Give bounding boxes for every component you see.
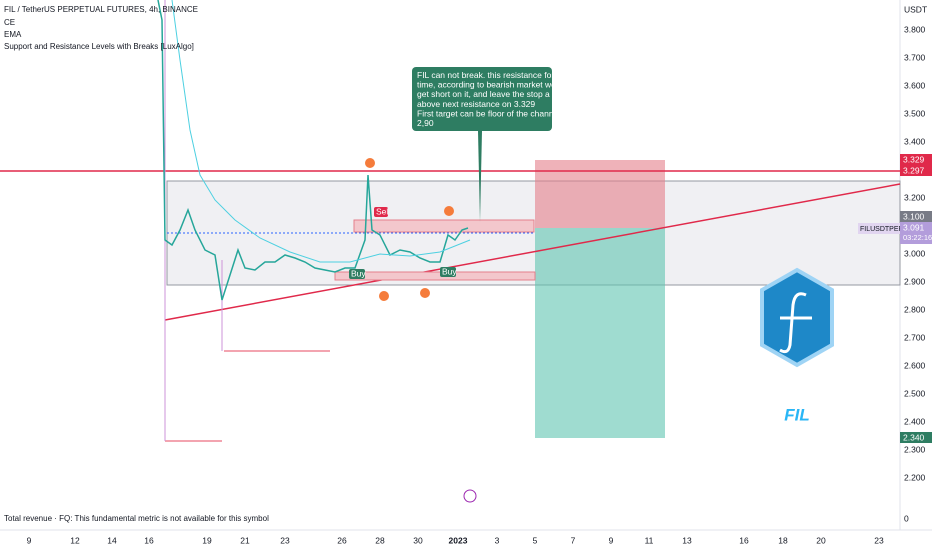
buy-label: Buy <box>442 266 457 276</box>
price-label: 3.400 <box>904 136 926 146</box>
price-labels: 3.800 3.700 3.600 3.500 3.400 3.200 3.000 2.900… <box>904 24 926 482</box>
annotation-line: First target can be floor of the channel… <box>417 108 572 118</box>
price-label: 3.500 <box>904 108 926 118</box>
axis-zero: 0 <box>904 513 909 523</box>
time-label: 11 <box>645 535 654 545</box>
resistance-badge <box>900 165 932 176</box>
logo-text: FIL <box>784 405 810 424</box>
hand-icon <box>444 206 454 216</box>
symbol-title: FIL / TetherUS PERPETUAL FUTURES, 4h, BI… <box>4 5 198 14</box>
price-label: 2.900 <box>904 276 926 286</box>
price-label: 3.200 <box>904 192 926 202</box>
time-label: 13 <box>682 535 692 545</box>
time-label: 9 <box>609 535 614 545</box>
target-badge-text: 2.340 <box>903 432 925 442</box>
support-zone <box>334 271 536 281</box>
price-label: 2.700 <box>904 332 926 342</box>
footer-note: Total revenue · FQ: This fundamental met… <box>4 514 269 523</box>
annotation-box <box>412 67 552 131</box>
price-label: 2.200 <box>904 472 926 482</box>
symbol-tag-text: FILUSDTPERP <box>860 226 909 233</box>
time-label: 14 <box>107 535 117 545</box>
last-price-badge <box>900 222 932 244</box>
time-label: 23 <box>874 535 884 545</box>
annotation-text: FIL can not break. this resistance for 3… <box>417 70 579 128</box>
time-label: 19 <box>202 535 212 545</box>
time-label: 20 <box>816 535 826 545</box>
buy-label: Buy <box>351 268 366 278</box>
annotation-line: time, according to bearish market we can <box>417 80 572 90</box>
time-labels: 9 12 14 16 19 21 23 26 28 30 2023 3 5 7 9 11 13 16 18 20 23 <box>27 535 884 545</box>
price-label: 2.500 <box>904 388 926 398</box>
time-label: 18 <box>778 535 788 545</box>
hand-icon <box>379 291 389 301</box>
event-icon[interactable] <box>463 489 477 503</box>
price-label: 3.800 <box>904 24 926 34</box>
indicator: CE <box>4 18 15 27</box>
price-path <box>157 0 469 301</box>
indicator: EMA <box>4 30 22 39</box>
time-label: 9 <box>27 535 32 545</box>
target-badge <box>900 432 932 443</box>
time-label: 16 <box>144 535 154 545</box>
time-label: 28 <box>375 535 385 545</box>
stop-badge <box>900 154 932 165</box>
price-label: 2.400 <box>904 416 926 426</box>
time-label: 26 <box>337 535 347 545</box>
stop-badge-text: 3.329 <box>903 154 925 164</box>
sell-label: Sel <box>376 206 388 216</box>
time-label: 7 <box>571 535 576 545</box>
time-label: 30 <box>413 535 423 545</box>
resistance-badge-text: 3.297 <box>903 165 925 175</box>
buy-signal <box>440 267 456 277</box>
annotation-line: 2,90 <box>417 118 434 128</box>
time-label: 12 <box>70 535 80 545</box>
buy-signal <box>349 269 365 279</box>
annotation-pointer <box>478 131 482 222</box>
price-label: 2.600 <box>904 360 926 370</box>
time-label: 23 <box>280 535 290 545</box>
level-badge <box>900 211 932 222</box>
time-label: 5 <box>533 535 538 545</box>
countdown: 03:22:16 <box>903 233 932 242</box>
time-label: 3 <box>495 535 500 545</box>
stop-zone <box>535 160 665 228</box>
price-label: 2.800 <box>904 304 926 314</box>
sell-signal <box>374 207 388 217</box>
annotation-line: above next resistance on 3.329 <box>417 99 535 109</box>
hand-icon <box>365 158 375 168</box>
price-label: 2.300 <box>904 444 926 454</box>
time-label: 21 <box>240 535 250 545</box>
price-label: 3.000 <box>904 248 926 258</box>
trend-line <box>164 183 901 321</box>
fil-logo-mark <box>779 292 812 354</box>
last-price: 3.091 <box>903 222 925 232</box>
target-zone <box>535 228 665 438</box>
resistance-zone <box>353 219 535 233</box>
annotation-line: get short on it, and leave the stop a li… <box>417 89 579 99</box>
time-label: 16 <box>739 535 749 545</box>
indicator: Support and Resistance Levels with Break… <box>4 42 194 51</box>
level-badge-text: 3.100 <box>903 211 925 221</box>
time-label: 2023 <box>449 535 468 545</box>
price-label: 3.700 <box>904 52 926 62</box>
price-label: 3.600 <box>904 80 926 90</box>
channel-box <box>166 180 901 286</box>
ema-line <box>171 0 471 263</box>
symbol-tag <box>858 223 900 234</box>
hand-icon <box>420 288 430 298</box>
axis-unit: USDT <box>904 4 927 14</box>
annotation-line: FIL can not break. this resistance for 3… <box>417 70 569 80</box>
